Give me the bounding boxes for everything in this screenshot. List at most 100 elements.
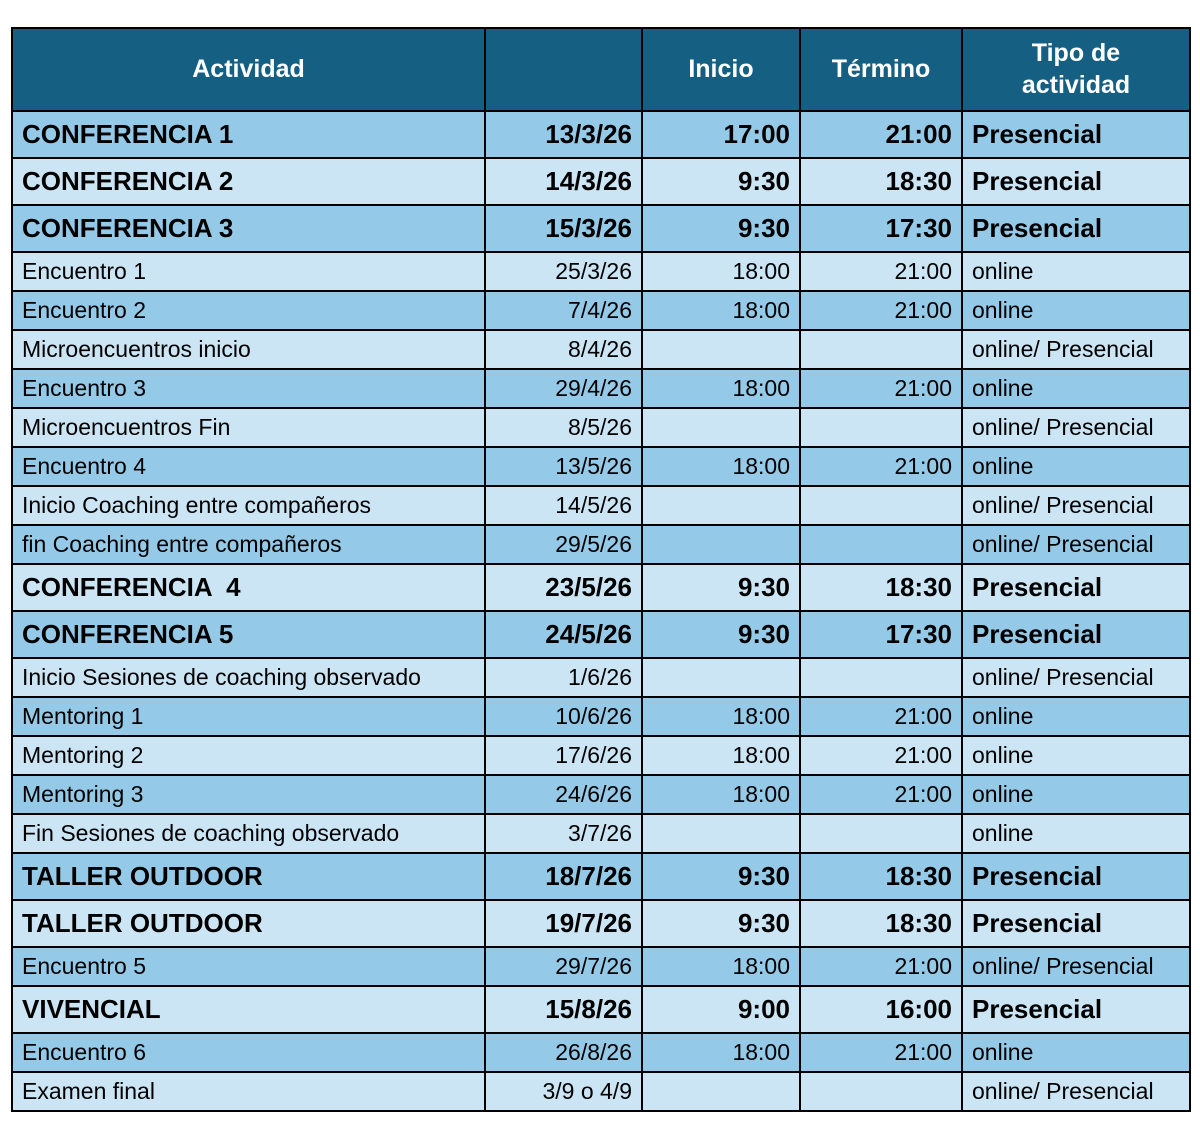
cell-inicio: 18:00	[641, 735, 801, 776]
cell-actividad: Encuentro 6	[11, 1032, 486, 1073]
cell-fecha: 8/5/26	[484, 407, 643, 448]
cell-termino: 21:00	[799, 368, 963, 409]
cell-termino: 21:00	[799, 946, 963, 987]
table-row: CONFERENCIA 5 24/5/26 9:30 17:30 Presencial	[11, 610, 1191, 659]
table-row: CONFERENCIA 1 13/3/26 17:00 21:00 Presencial	[11, 110, 1191, 159]
cell-fecha: 29/4/26	[484, 368, 643, 409]
cell-actividad: CONFERENCIA 1	[11, 110, 486, 159]
cell-termino: 18:30	[799, 899, 963, 948]
cell-termino: 18:30	[799, 563, 963, 612]
cell-inicio: 18:00	[641, 368, 801, 409]
cell-inicio	[641, 329, 801, 370]
table-row: VIVENCIAL 15/8/26 9:00 16:00 Presencial	[11, 985, 1191, 1034]
cell-termino	[799, 407, 963, 448]
cell-tipo: Presencial	[961, 610, 1191, 659]
table-row: CONFERENCIA 3 15/3/26 9:30 17:30 Presencial	[11, 204, 1191, 253]
cell-fecha: 24/6/26	[484, 774, 643, 815]
cell-tipo: Presencial	[961, 899, 1191, 948]
header-tipo-actividad: Tipo de actividad	[961, 27, 1191, 112]
cell-fecha: 26/8/26	[484, 1032, 643, 1073]
cell-fecha: 23/5/26	[484, 563, 643, 612]
cell-tipo: online	[961, 251, 1191, 292]
cell-termino	[799, 485, 963, 526]
cell-termino: 21:00	[799, 735, 963, 776]
cell-termino: 18:30	[799, 852, 963, 901]
cell-termino: 21:00	[799, 251, 963, 292]
schedule-table: Actividad Inicio Término Tipo de activid…	[11, 27, 1191, 1112]
cell-tipo: online/ Presencial	[961, 407, 1191, 448]
cell-termino: 21:00	[799, 1032, 963, 1073]
cell-actividad: CONFERENCIA 2	[11, 157, 486, 206]
cell-termino: 21:00	[799, 110, 963, 159]
cell-termino: 21:00	[799, 696, 963, 737]
cell-tipo: online	[961, 774, 1191, 815]
cell-actividad: fin Coaching entre compañeros	[11, 524, 486, 565]
table-row: CONFERENCIA 4 23/5/26 9:30 18:30 Presencial	[11, 563, 1191, 612]
cell-tipo: online	[961, 290, 1191, 331]
table-row: TALLER OUTDOOR 19/7/26 9:30 18:30 Presencial	[11, 899, 1191, 948]
cell-actividad: Encuentro 2	[11, 290, 486, 331]
cell-inicio: 18:00	[641, 696, 801, 737]
table-row: Mentoring 3 24/6/26 18:00 21:00 online	[11, 774, 1191, 815]
cell-tipo: Presencial	[961, 157, 1191, 206]
header-termino: Término	[799, 27, 963, 112]
table-row: Encuentro 3 29/4/26 18:00 21:00 online	[11, 368, 1191, 409]
cell-actividad: Encuentro 5	[11, 946, 486, 987]
table-row: Mentoring 2 17/6/26 18:00 21:00 online	[11, 735, 1191, 776]
cell-tipo: online	[961, 696, 1191, 737]
table-row: Encuentro 1 25/3/26 18:00 21:00 online	[11, 251, 1191, 292]
cell-actividad: VIVENCIAL	[11, 985, 486, 1034]
table-row: Microencuentros Fin 8/5/26 online/ Presenc…	[11, 407, 1191, 448]
cell-termino: 17:30	[799, 610, 963, 659]
cell-fecha: 25/3/26	[484, 251, 643, 292]
cell-fecha: 19/7/26	[484, 899, 643, 948]
cell-termino: 17:30	[799, 204, 963, 253]
cell-tipo: online/ Presencial	[961, 524, 1191, 565]
table-row: Fin Sesiones de coaching observado 3/7/26…	[11, 813, 1191, 854]
table-row: Examen final 3/9 o 4/9 online/ Presencial	[11, 1071, 1191, 1112]
cell-actividad: TALLER OUTDOOR	[11, 852, 486, 901]
cell-actividad: Inicio Sesiones de coaching observado	[11, 657, 486, 698]
table-row: Microencuentros inicio 8/4/26 online/ Pres…	[11, 329, 1191, 370]
table-row: Mentoring 1 10/6/26 18:00 21:00 online	[11, 696, 1191, 737]
cell-inicio: 9:30	[641, 899, 801, 948]
cell-actividad: Mentoring 2	[11, 735, 486, 776]
cell-termino: 16:00	[799, 985, 963, 1034]
cell-fecha: 15/3/26	[484, 204, 643, 253]
cell-tipo: online/ Presencial	[961, 1071, 1191, 1112]
cell-actividad: Inicio Coaching entre compañeros	[11, 485, 486, 526]
cell-tipo: online	[961, 1032, 1191, 1073]
cell-actividad: TALLER OUTDOOR	[11, 899, 486, 948]
cell-tipo: Presencial	[961, 852, 1191, 901]
table-row: Inicio Coaching entre compañeros 14/5/26 o…	[11, 485, 1191, 526]
cell-tipo: online	[961, 735, 1191, 776]
cell-tipo: Presencial	[961, 204, 1191, 253]
cell-termino	[799, 524, 963, 565]
table-row: Encuentro 4 13/5/26 18:00 21:00 online	[11, 446, 1191, 487]
cell-inicio: 17:00	[641, 110, 801, 159]
cell-actividad: Microencuentros Fin	[11, 407, 486, 448]
table-row: Encuentro 2 7/4/26 18:00 21:00 online	[11, 290, 1191, 331]
cell-inicio: 18:00	[641, 290, 801, 331]
cell-inicio: 9:30	[641, 204, 801, 253]
cell-actividad: Examen final	[11, 1071, 486, 1112]
cell-tipo: online/ Presencial	[961, 946, 1191, 987]
cell-fecha: 24/5/26	[484, 610, 643, 659]
cell-fecha: 1/6/26	[484, 657, 643, 698]
cell-inicio: 18:00	[641, 251, 801, 292]
table-row: TALLER OUTDOOR 18/7/26 9:30 18:30 Presencial	[11, 852, 1191, 901]
cell-termino: 18:30	[799, 157, 963, 206]
cell-actividad: Microencuentros inicio	[11, 329, 486, 370]
cell-fecha: 15/8/26	[484, 985, 643, 1034]
cell-actividad: CONFERENCIA 5	[11, 610, 486, 659]
table-row: CONFERENCIA 2 14/3/26 9:30 18:30 Presencial	[11, 157, 1191, 206]
cell-actividad: Mentoring 3	[11, 774, 486, 815]
cell-inicio	[641, 524, 801, 565]
cell-tipo: online	[961, 446, 1191, 487]
cell-fecha: 17/6/26	[484, 735, 643, 776]
cell-tipo: online	[961, 813, 1191, 854]
cell-tipo: online/ Presencial	[961, 485, 1191, 526]
table-row: Encuentro 6 26/8/26 18:00 21:00 online	[11, 1032, 1191, 1073]
cell-fecha: 13/3/26	[484, 110, 643, 159]
